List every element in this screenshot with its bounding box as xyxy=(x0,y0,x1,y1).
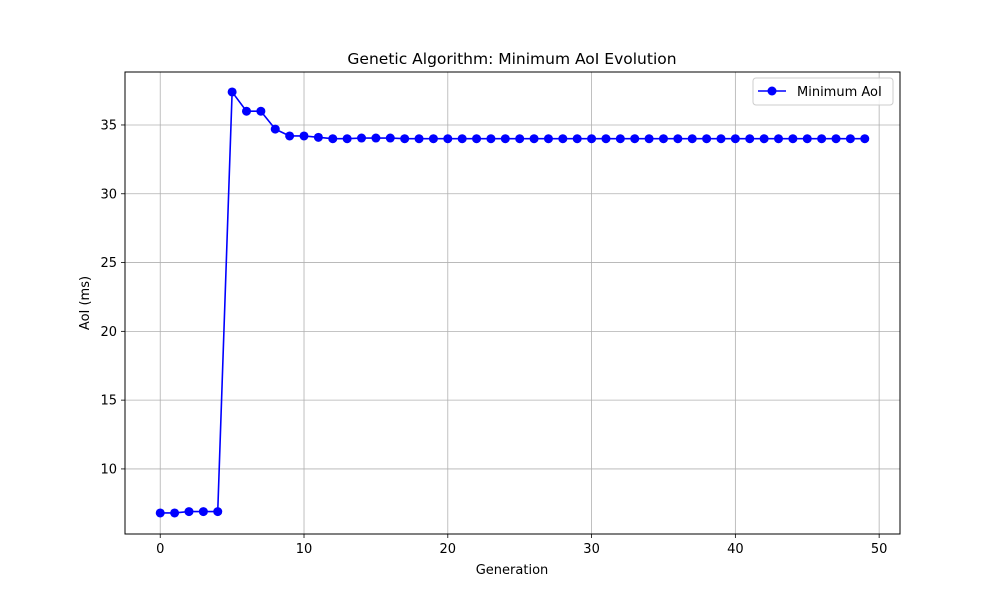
data-point xyxy=(184,507,194,517)
data-point xyxy=(357,133,367,143)
data-point xyxy=(256,106,266,116)
data-point xyxy=(515,134,525,144)
x-tick-label: 50 xyxy=(871,542,888,557)
data-point xyxy=(529,134,539,144)
data-point xyxy=(802,134,812,144)
data-point xyxy=(558,134,568,144)
data-point xyxy=(299,131,309,141)
data-point xyxy=(385,133,395,143)
data-point xyxy=(198,507,208,517)
data-point xyxy=(673,134,683,144)
data-point xyxy=(845,134,855,144)
data-point xyxy=(313,132,323,142)
series xyxy=(155,87,870,518)
data-point xyxy=(716,134,726,144)
data-point xyxy=(285,131,295,141)
x-tick-label: 10 xyxy=(296,542,313,557)
data-point xyxy=(687,134,697,144)
data-point xyxy=(745,134,755,144)
x-tick-label: 30 xyxy=(583,542,600,557)
data-point xyxy=(213,507,223,517)
x-axis-label: Generation xyxy=(476,563,549,578)
data-point xyxy=(170,508,180,518)
data-point xyxy=(788,134,798,144)
data-point xyxy=(702,134,712,144)
legend-box xyxy=(752,77,894,106)
y-tick-label: 20 xyxy=(100,325,117,340)
data-point xyxy=(601,134,611,144)
data-point xyxy=(414,134,424,144)
y-axis-label: AoI (ms) xyxy=(78,276,93,330)
data-point xyxy=(572,134,582,144)
data-point xyxy=(658,134,668,144)
data-point xyxy=(428,134,438,144)
data-point xyxy=(587,134,597,144)
data-point xyxy=(443,134,453,144)
axis-ticks: 0 10 20 30 40 50 10 15 20 25 30 35 xyxy=(100,118,887,557)
x-tick-label: 40 xyxy=(727,542,744,557)
x-tick-label: 20 xyxy=(440,542,457,557)
data-point xyxy=(486,134,496,144)
data-point xyxy=(615,134,625,144)
data-point xyxy=(543,134,553,144)
y-tick-label: 15 xyxy=(100,394,117,409)
data-point xyxy=(371,133,381,143)
data-point xyxy=(241,106,251,116)
data-point xyxy=(472,134,482,144)
legend-marker-swatch xyxy=(767,86,777,96)
y-tick-label: 30 xyxy=(100,187,117,202)
chart-title: Genetic Algorithm: Minimum AoI Evolution xyxy=(347,50,676,68)
data-point xyxy=(227,87,237,97)
plot-area xyxy=(124,71,901,535)
data-point xyxy=(328,134,338,144)
y-tick-label: 35 xyxy=(100,118,117,133)
data-point xyxy=(817,134,827,144)
data-point xyxy=(831,134,841,144)
legend: Minimum AoI xyxy=(752,77,894,106)
data-point xyxy=(155,508,165,518)
x-tick-label: 0 xyxy=(156,542,164,557)
data-point xyxy=(500,134,510,144)
data-point xyxy=(270,124,280,134)
data-point xyxy=(630,134,640,144)
data-point xyxy=(730,134,740,144)
data-point xyxy=(774,134,784,144)
data-point xyxy=(457,134,467,144)
y-tick-label: 25 xyxy=(100,256,117,271)
data-point xyxy=(342,134,352,144)
grid xyxy=(125,72,900,534)
data-point xyxy=(759,134,769,144)
y-tick-label: 10 xyxy=(100,462,117,477)
legend-label: Minimum AoI xyxy=(797,85,882,100)
data-point xyxy=(644,134,654,144)
data-point xyxy=(400,134,410,144)
data-point xyxy=(860,134,870,144)
